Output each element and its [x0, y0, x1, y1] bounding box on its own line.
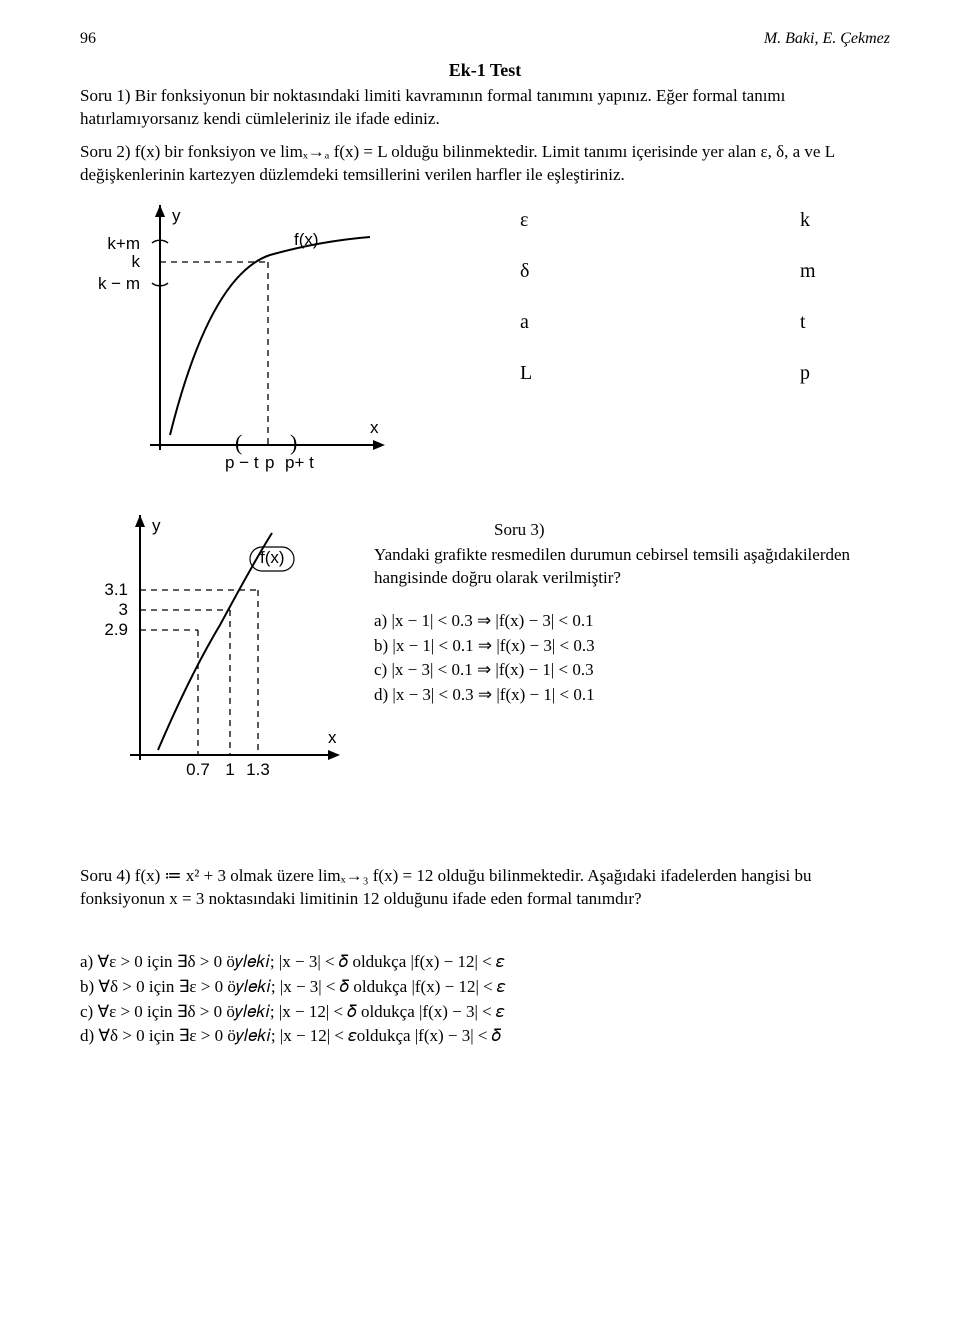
- svg-text:p+ t: p+ t: [285, 453, 314, 472]
- svg-text:): ): [290, 430, 297, 455]
- match-right-0: k: [800, 209, 860, 232]
- match-right-1: m: [800, 260, 860, 283]
- svg-text:0.7: 0.7: [186, 760, 210, 779]
- match-left-3: L: [520, 362, 580, 385]
- svg-text:y: y: [152, 516, 161, 535]
- match-left-2: a: [520, 311, 580, 334]
- svg-text:y: y: [172, 206, 181, 225]
- svg-text:3: 3: [119, 600, 128, 619]
- q4-option-a: a) ∀ε > 0 için ∃δ > 0 ö𝑦𝑙𝑒𝑘𝑖; |x − 3| < …: [80, 951, 890, 974]
- q3-option-b: b) |x − 1| < 0.1 ⇒ |f(x) − 3| < 0.3: [374, 635, 890, 658]
- match-right-2: t: [800, 311, 860, 334]
- q3-option-a: a) |x − 1| < 0.3 ⇒ |f(x) − 3| < 0.1: [374, 610, 890, 633]
- question-4-text: Soru 4) f(x) ≔ x² + 3 olmak üzere limₓ→₃…: [80, 865, 890, 911]
- figure-1: k+m k k − m y f(x) ( ) p − t p p+ t x: [80, 205, 400, 485]
- match-right-3: p: [800, 362, 860, 385]
- svg-text:x: x: [370, 418, 379, 437]
- page-header: 96 M. Baki, E. Çekmez: [80, 30, 890, 48]
- svg-text:p − t: p − t: [225, 453, 259, 472]
- match-left-1: δ: [520, 260, 580, 283]
- svg-text:f(x): f(x): [294, 230, 319, 249]
- page-title: Ek-1 Test: [80, 60, 890, 81]
- q4-option-b: b) ∀δ > 0 için ∃ε > 0 ö𝑦𝑙𝑒𝑘𝑖; |x − 3| < …: [80, 976, 890, 999]
- svg-text:x: x: [328, 728, 337, 747]
- question-3-text: Yandaki grafikte resmedilen durumun cebi…: [374, 544, 890, 590]
- question-4-options: a) ∀ε > 0 için ∃δ > 0 ö𝑦𝑙𝑒𝑘𝑖; |x − 3| < …: [80, 951, 890, 1049]
- svg-text:k+m: k+m: [107, 234, 140, 253]
- question-4: Soru 4) f(x) ≔ x² + 3 olmak üzere limₓ→₃…: [80, 865, 890, 911]
- matching-columns: ε k δ m a t L p: [520, 209, 860, 385]
- authors: M. Baki, E. Çekmez: [764, 30, 890, 48]
- figure-2: y x f(x) 3.1 3 2.9 0.7: [80, 515, 350, 795]
- svg-text:k − m: k − m: [98, 274, 140, 293]
- question-3-heading: Soru 3): [374, 519, 890, 542]
- svg-text:2.9: 2.9: [104, 620, 128, 639]
- q3-option-c: c) |x − 3| < 0.1 ⇒ |f(x) − 1| < 0.3: [374, 659, 890, 682]
- svg-text:3.1: 3.1: [104, 580, 128, 599]
- svg-text:f(x): f(x): [260, 548, 285, 567]
- q3-option-d: d) |x − 3| < 0.3 ⇒ |f(x) − 1| < 0.1: [374, 684, 890, 707]
- svg-text:(: (: [235, 430, 242, 455]
- question-1-text: Soru 1) Bir fonksiyonun bir noktasındaki…: [80, 85, 890, 131]
- q4-option-d: d) ∀δ > 0 için ∃ε > 0 ö𝑦𝑙𝑒𝑘𝑖; |x − 12| <…: [80, 1025, 890, 1048]
- page-number: 96: [80, 30, 96, 48]
- match-left-0: ε: [520, 209, 580, 232]
- svg-text:1: 1: [225, 760, 234, 779]
- question-2-text: Soru 2) f(x) bir fonksiyon ve limₓ→ₐ f(x…: [80, 141, 890, 187]
- svg-text:1.3: 1.3: [246, 760, 270, 779]
- question-3: Soru 3) Yandaki grafikte resmedilen duru…: [374, 519, 890, 710]
- svg-text:k: k: [132, 252, 141, 271]
- q4-option-c: c) ∀ε > 0 için ∃δ > 0 ö𝑦𝑙𝑒𝑘𝑖; |x − 12| <…: [80, 1001, 890, 1024]
- svg-text:p: p: [265, 453, 274, 472]
